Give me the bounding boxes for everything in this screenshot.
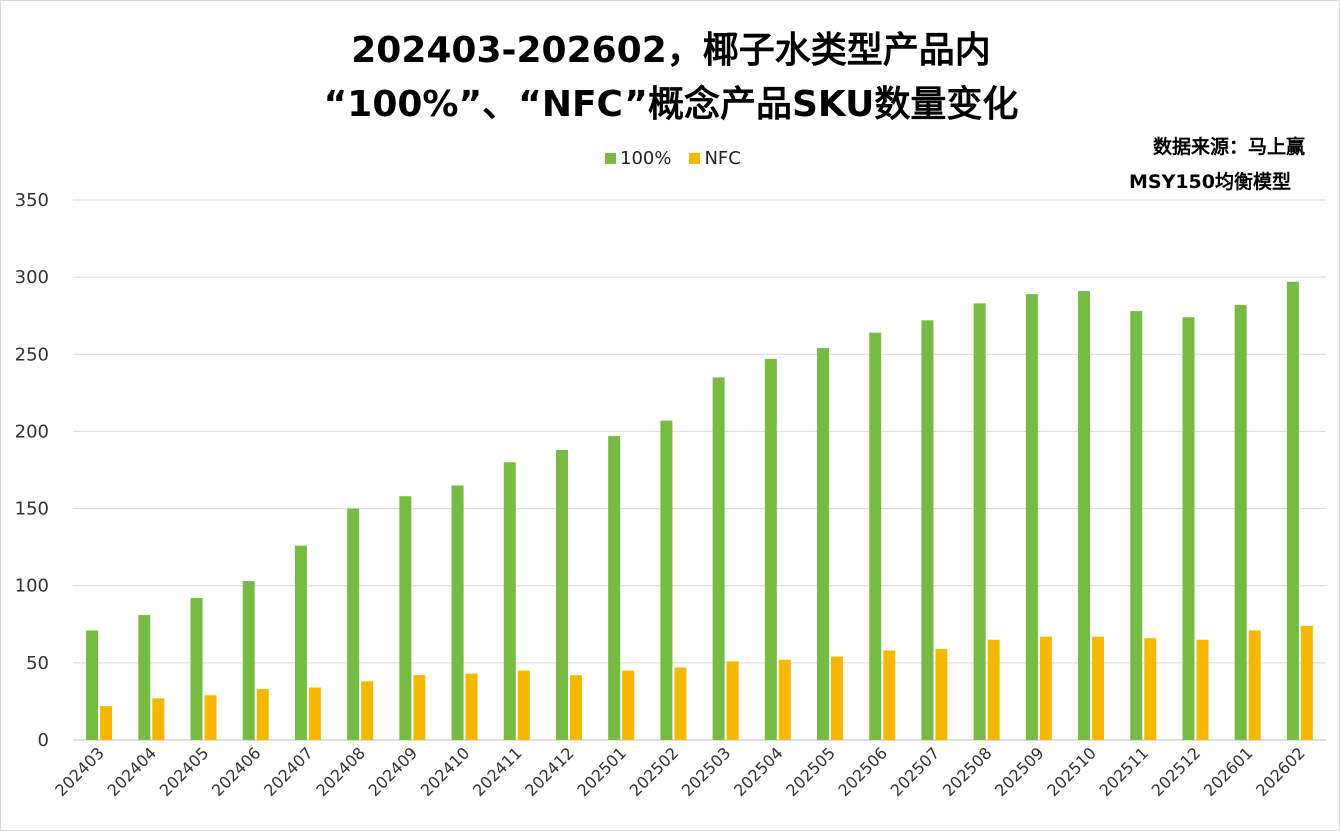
bar-100-202507 (921, 320, 934, 740)
bar-nfc-202411 (517, 670, 530, 740)
bar-nfc-202403 (100, 706, 113, 740)
bar-100-202509 (1025, 294, 1038, 740)
legend-item-nfc: NFC (689, 148, 741, 169)
bar-100-202410 (451, 485, 464, 740)
y-tick-label: 50 (26, 653, 49, 674)
bar-nfc-202503 (726, 661, 739, 740)
bar-nfc-202409 (413, 675, 426, 740)
bar-100-202503 (712, 377, 725, 740)
chart-title-line-1: 202403-202602，椰子水类型产品内 (351, 30, 991, 71)
y-tick-label: 200 (15, 421, 49, 442)
legend-swatch-100 (605, 153, 616, 164)
bar-nfc-202512 (1196, 639, 1209, 740)
bar-100-202406 (242, 581, 255, 740)
chart-title-line-2: “100%”、“NFC”概念产品SKU数量变化 (323, 84, 1019, 125)
x-tick-label: 202408 (312, 743, 369, 800)
bar-nfc-202501 (622, 670, 635, 740)
x-tick-label: 202405 (156, 743, 213, 800)
legend: 100% NFC (605, 148, 759, 169)
legend-label-100: 100% (620, 148, 672, 169)
x-tick-label: 202512 (1148, 743, 1205, 800)
bar-nfc-202412 (569, 675, 582, 740)
bar-nfc-202410 (465, 673, 478, 740)
bar-100-202602 (1286, 281, 1299, 740)
x-tick-label: 202508 (939, 743, 996, 800)
x-tick-label: 202404 (104, 743, 161, 800)
bar-nfc-202506 (883, 650, 896, 740)
data-source-label: 数据来源：马上赢 (1152, 136, 1305, 158)
bar-100-202501 (608, 436, 621, 740)
bar-nfc-202510 (1092, 636, 1105, 740)
bar-nfc-202601 (1248, 630, 1261, 740)
bar-nfc-202502 (674, 667, 687, 740)
bar-nfc-202507 (935, 648, 948, 740)
x-tick-label: 202412 (521, 743, 578, 800)
bar-nfc-202511 (1144, 638, 1157, 740)
data-source-model: MSY150均衡模型 (1128, 171, 1291, 193)
x-tick-label: 202409 (365, 743, 422, 800)
bar-100-202512 (1182, 317, 1195, 740)
bar-nfc-202406 (256, 689, 269, 740)
bar-nfc-202602 (1300, 625, 1313, 740)
y-tick-label: 250 (15, 344, 49, 365)
x-tick-label: 202602 (1252, 743, 1309, 800)
x-tick-label: 202601 (1200, 743, 1257, 800)
bar-nfc-202505 (831, 656, 844, 740)
bar-100-202508 (973, 303, 986, 740)
bar-100-202409 (399, 496, 412, 740)
bar-nfc-202404 (152, 698, 165, 740)
bar-nfc-202508 (987, 639, 1000, 740)
bar-nfc-202405 (204, 695, 217, 740)
bar-100-202405 (190, 598, 203, 740)
x-tick-label: 202502 (626, 743, 683, 800)
y-tick-label: 100 (15, 576, 49, 597)
x-tick-label: 202501 (573, 743, 630, 800)
y-tick-label: 300 (15, 267, 49, 288)
x-tick-label: 202507 (887, 743, 944, 800)
x-tick-label: 202411 (469, 743, 526, 800)
bar-100-202407 (294, 545, 307, 740)
x-tick-label: 202504 (730, 743, 787, 800)
x-tick-label: 202406 (208, 743, 265, 800)
bar-100-202510 (1078, 291, 1091, 740)
legend-item-100: 100% (605, 148, 671, 169)
bar-100-202502 (660, 420, 673, 740)
x-tick-label: 202503 (678, 743, 735, 800)
bar-100-202601 (1234, 304, 1247, 740)
bar-100-202504 (764, 358, 777, 740)
y-tick-label: 350 (15, 190, 49, 211)
y-tick-label: 150 (15, 499, 49, 520)
bar-100-202505 (817, 348, 830, 740)
bar-100-202412 (555, 449, 568, 740)
bar-nfc-202408 (361, 681, 374, 740)
x-tick-label: 202511 (1095, 743, 1152, 800)
bar-100-202408 (347, 508, 360, 740)
y-tick-label: 0 (38, 730, 49, 751)
bar-nfc-202504 (778, 659, 791, 740)
x-tick-label: 202509 (991, 743, 1048, 800)
x-tick-label: 202407 (260, 743, 317, 800)
x-tick-label: 202510 (1043, 743, 1100, 800)
bar-100-202404 (138, 615, 151, 740)
bar-100-202403 (86, 630, 99, 740)
bar-100-202411 (503, 462, 516, 740)
bar-100-202506 (869, 332, 882, 740)
bar-nfc-202407 (308, 687, 321, 740)
x-tick-label: 202403 (51, 743, 108, 800)
legend-swatch-nfc (689, 153, 701, 164)
x-tick-label: 202410 (417, 743, 474, 800)
x-tick-label: 202505 (782, 743, 839, 800)
bar-nfc-202509 (1039, 636, 1052, 740)
legend-label-nfc: NFC (704, 148, 741, 169)
x-tick-label: 202506 (834, 743, 891, 800)
bar-100-202511 (1130, 311, 1143, 740)
